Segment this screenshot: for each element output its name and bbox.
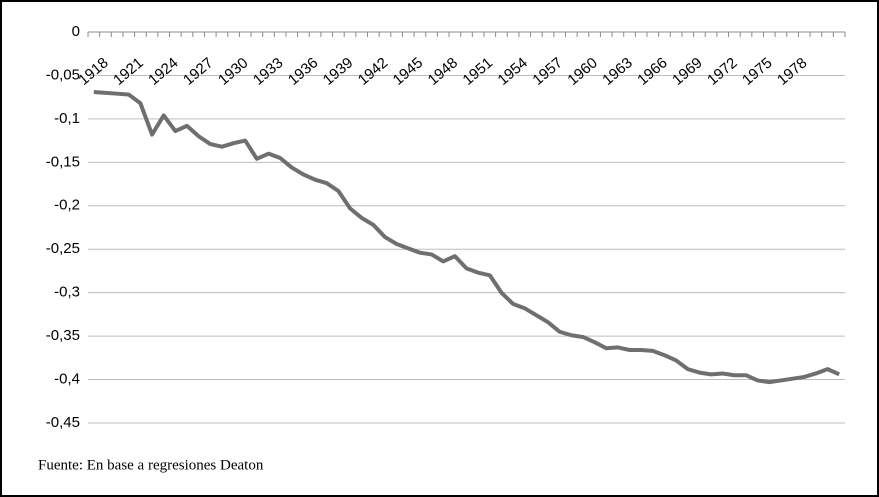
y-tick-label: -0,4 bbox=[54, 371, 80, 388]
y-tick-label: 0 bbox=[72, 23, 80, 40]
y-tick-label: -0,45 bbox=[46, 414, 80, 431]
data-line bbox=[93, 89, 840, 385]
y-tick-label: -0,3 bbox=[54, 284, 80, 301]
y-tick-label: -0,2 bbox=[54, 197, 80, 214]
y-tick-label: -0,15 bbox=[46, 153, 80, 170]
y-tick-label: -0,05 bbox=[46, 66, 80, 83]
source-note: Fuente: En base a regresiones Deaton bbox=[38, 457, 264, 473]
y-tick-label: -0,35 bbox=[46, 327, 80, 344]
y-tick-label: -0,1 bbox=[54, 110, 80, 127]
y-tick-label: -0,25 bbox=[46, 240, 80, 257]
